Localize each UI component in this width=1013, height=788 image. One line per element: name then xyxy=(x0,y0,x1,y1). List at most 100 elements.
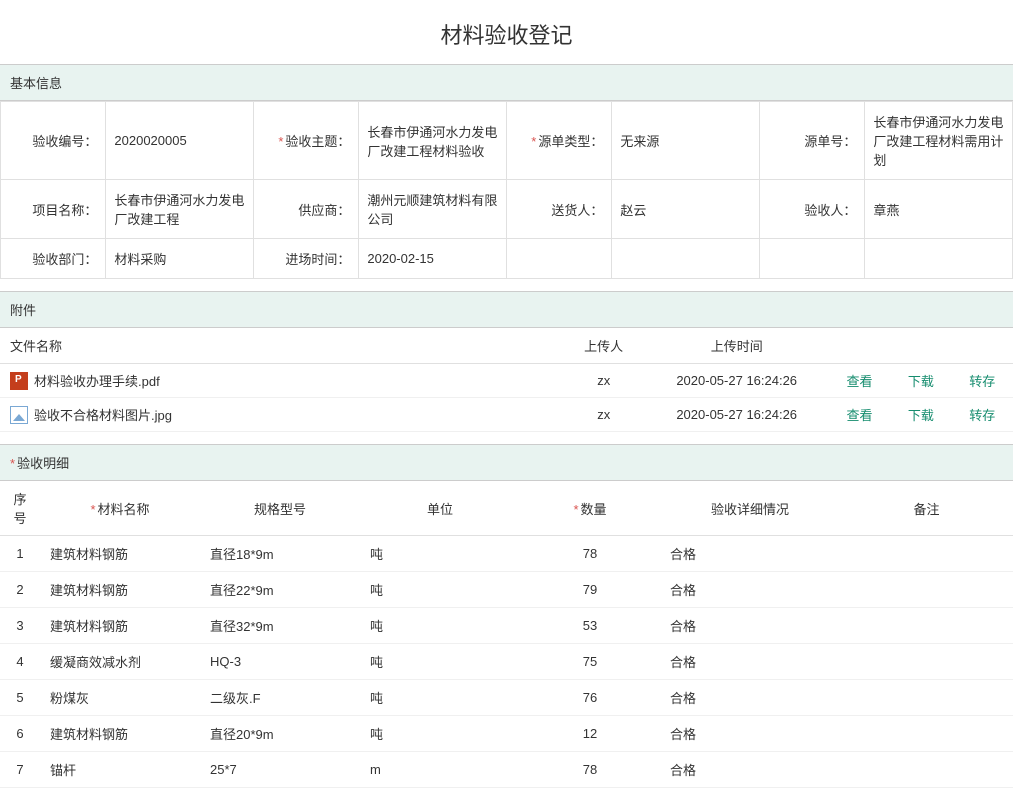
detail-row: 2建筑材料钢筋直径22*9m吨79合格 xyxy=(0,572,1013,608)
section-details: *验收明细 xyxy=(0,444,1013,481)
col-filename: 文件名称 xyxy=(0,328,563,364)
detail-spec: 二级灰.F xyxy=(200,680,360,716)
value-dept: 材料采购 xyxy=(106,239,254,279)
value-source-no: 长春市伊通河水力发电厂改建工程材料需用计划 xyxy=(865,102,1013,180)
label-subject: *验收主题： xyxy=(253,102,358,180)
page-title: 材料验收登记 xyxy=(0,0,1013,64)
detail-material-name: 建筑材料钢筋 xyxy=(40,572,200,608)
detail-material-name: 锚杆 xyxy=(40,752,200,788)
detail-material-name: 粉煤灰 xyxy=(40,680,200,716)
detail-remark xyxy=(840,680,1013,716)
detail-table: 序号 *材料名称 规格型号 单位 *数量 验收详细情况 备注 1建筑材料钢筋直径… xyxy=(0,481,1013,788)
attachment-filename: 验收不合格材料图片.jpg xyxy=(34,405,172,424)
detail-unit: 吨 xyxy=(360,644,520,680)
detail-status: 合格 xyxy=(660,608,840,644)
attachment-time: 2020-05-27 16:24:26 xyxy=(645,364,829,398)
attachment-filename-cell: 材料验收办理手续.pdf xyxy=(0,364,563,398)
attachment-header-row: 文件名称 上传人 上传时间 xyxy=(0,328,1013,364)
view-link[interactable]: 查看 xyxy=(846,374,872,389)
value-project: 长春市伊通河水力发电厂改建工程 xyxy=(106,180,254,239)
label-enter-time: 进场时间： xyxy=(253,239,358,279)
detail-material-name: 建筑材料钢筋 xyxy=(40,608,200,644)
basic-row-3: 验收部门： 材料采购 进场时间： 2020-02-15 xyxy=(1,239,1013,279)
detail-remark xyxy=(840,752,1013,788)
detail-unit: m xyxy=(360,752,520,788)
label-supplier: 供应商： xyxy=(253,180,358,239)
view-link[interactable]: 查看 xyxy=(846,408,872,423)
detail-material-name: 缓凝商效减水剂 xyxy=(40,644,200,680)
detail-qty: 78 xyxy=(520,752,660,788)
label-deliverer: 送货人： xyxy=(506,180,611,239)
col-action-transfer xyxy=(952,328,1013,364)
label-dept: 验收部门： xyxy=(1,239,106,279)
value-deliverer: 赵云 xyxy=(612,180,760,239)
value-accept-no: 2020020005 xyxy=(106,102,254,180)
empty-cell xyxy=(865,239,1013,279)
detail-remark xyxy=(840,608,1013,644)
detail-remark xyxy=(840,572,1013,608)
detail-unit: 吨 xyxy=(360,572,520,608)
detail-seq: 4 xyxy=(0,644,40,680)
detail-remark xyxy=(840,536,1013,572)
detail-qty: 75 xyxy=(520,644,660,680)
detail-qty: 78 xyxy=(520,536,660,572)
download-link[interactable]: 下载 xyxy=(908,374,934,389)
attachment-uploader: zx xyxy=(563,364,645,398)
col-spec: 规格型号 xyxy=(200,481,360,536)
image-file-icon xyxy=(10,406,28,424)
col-material-name: *材料名称 xyxy=(40,481,200,536)
empty-cell xyxy=(506,239,611,279)
attachment-time: 2020-05-27 16:24:26 xyxy=(645,398,829,432)
detail-header-row: 序号 *材料名称 规格型号 单位 *数量 验收详细情况 备注 xyxy=(0,481,1013,536)
required-star-icon: * xyxy=(90,502,95,517)
detail-unit: 吨 xyxy=(360,536,520,572)
attachment-uploader: zx xyxy=(563,398,645,432)
detail-spec: 直径32*9m xyxy=(200,608,360,644)
basic-row-2: 项目名称： 长春市伊通河水力发电厂改建工程 供应商： 潮州元顺建筑材料有限公司 … xyxy=(1,180,1013,239)
pdf-file-icon xyxy=(10,372,28,390)
detail-seq: 7 xyxy=(0,752,40,788)
col-seq: 序号 xyxy=(0,481,40,536)
empty-cell xyxy=(759,239,864,279)
detail-remark xyxy=(840,644,1013,680)
detail-status: 合格 xyxy=(660,572,840,608)
download-link[interactable]: 下载 xyxy=(908,408,934,423)
detail-spec: 25*7 xyxy=(200,752,360,788)
required-star-icon: * xyxy=(573,502,578,517)
detail-status: 合格 xyxy=(660,680,840,716)
col-uploader: 上传人 xyxy=(563,328,645,364)
detail-row: 1建筑材料钢筋直径18*9m吨78合格 xyxy=(0,536,1013,572)
empty-cell xyxy=(612,239,760,279)
detail-unit: 吨 xyxy=(360,680,520,716)
detail-seq: 3 xyxy=(0,608,40,644)
label-project: 项目名称： xyxy=(1,180,106,239)
basic-info-table: 验收编号： 2020020005 *验收主题： 长春市伊通河水力发电厂改建工程材… xyxy=(0,101,1013,279)
col-action-download xyxy=(890,328,951,364)
detail-seq: 5 xyxy=(0,680,40,716)
value-subject: 长春市伊通河水力发电厂改建工程材料验收 xyxy=(359,102,507,180)
label-acceptor: 验收人： xyxy=(759,180,864,239)
attachment-row: 验收不合格材料图片.jpg zx2020-05-27 16:24:26 查看 下载 转存 xyxy=(0,398,1013,432)
detail-row: 4缓凝商效减水剂HQ-3吨75合格 xyxy=(0,644,1013,680)
detail-row: 5粉煤灰二级灰.F吨76合格 xyxy=(0,680,1013,716)
detail-row: 7锚杆25*7m78合格 xyxy=(0,752,1013,788)
attachment-row: 材料验收办理手续.pdfzx2020-05-27 16:24:26 查看 下载 转存 xyxy=(0,364,1013,398)
attachment-filename-cell: 验收不合格材料图片.jpg xyxy=(0,398,563,432)
label-accept-no: 验收编号： xyxy=(1,102,106,180)
detail-spec: 直径18*9m xyxy=(200,536,360,572)
value-source-type: 无来源 xyxy=(612,102,760,180)
attachment-table: 文件名称 上传人 上传时间 材料验收办理手续.pdfzx2020-05-27 1… xyxy=(0,328,1013,432)
section-basic-info: 基本信息 xyxy=(0,64,1013,101)
required-star-icon: * xyxy=(10,456,15,471)
label-source-type: *源单类型： xyxy=(506,102,611,180)
detail-seq: 1 xyxy=(0,536,40,572)
detail-spec: HQ-3 xyxy=(200,644,360,680)
detail-material-name: 建筑材料钢筋 xyxy=(40,536,200,572)
required-star-icon: * xyxy=(278,134,283,149)
transfer-link[interactable]: 转存 xyxy=(969,408,995,423)
detail-row: 3建筑材料钢筋直径32*9m吨53合格 xyxy=(0,608,1013,644)
transfer-link[interactable]: 转存 xyxy=(969,374,995,389)
detail-unit: 吨 xyxy=(360,608,520,644)
col-upload-time: 上传时间 xyxy=(645,328,829,364)
col-action-view xyxy=(829,328,890,364)
